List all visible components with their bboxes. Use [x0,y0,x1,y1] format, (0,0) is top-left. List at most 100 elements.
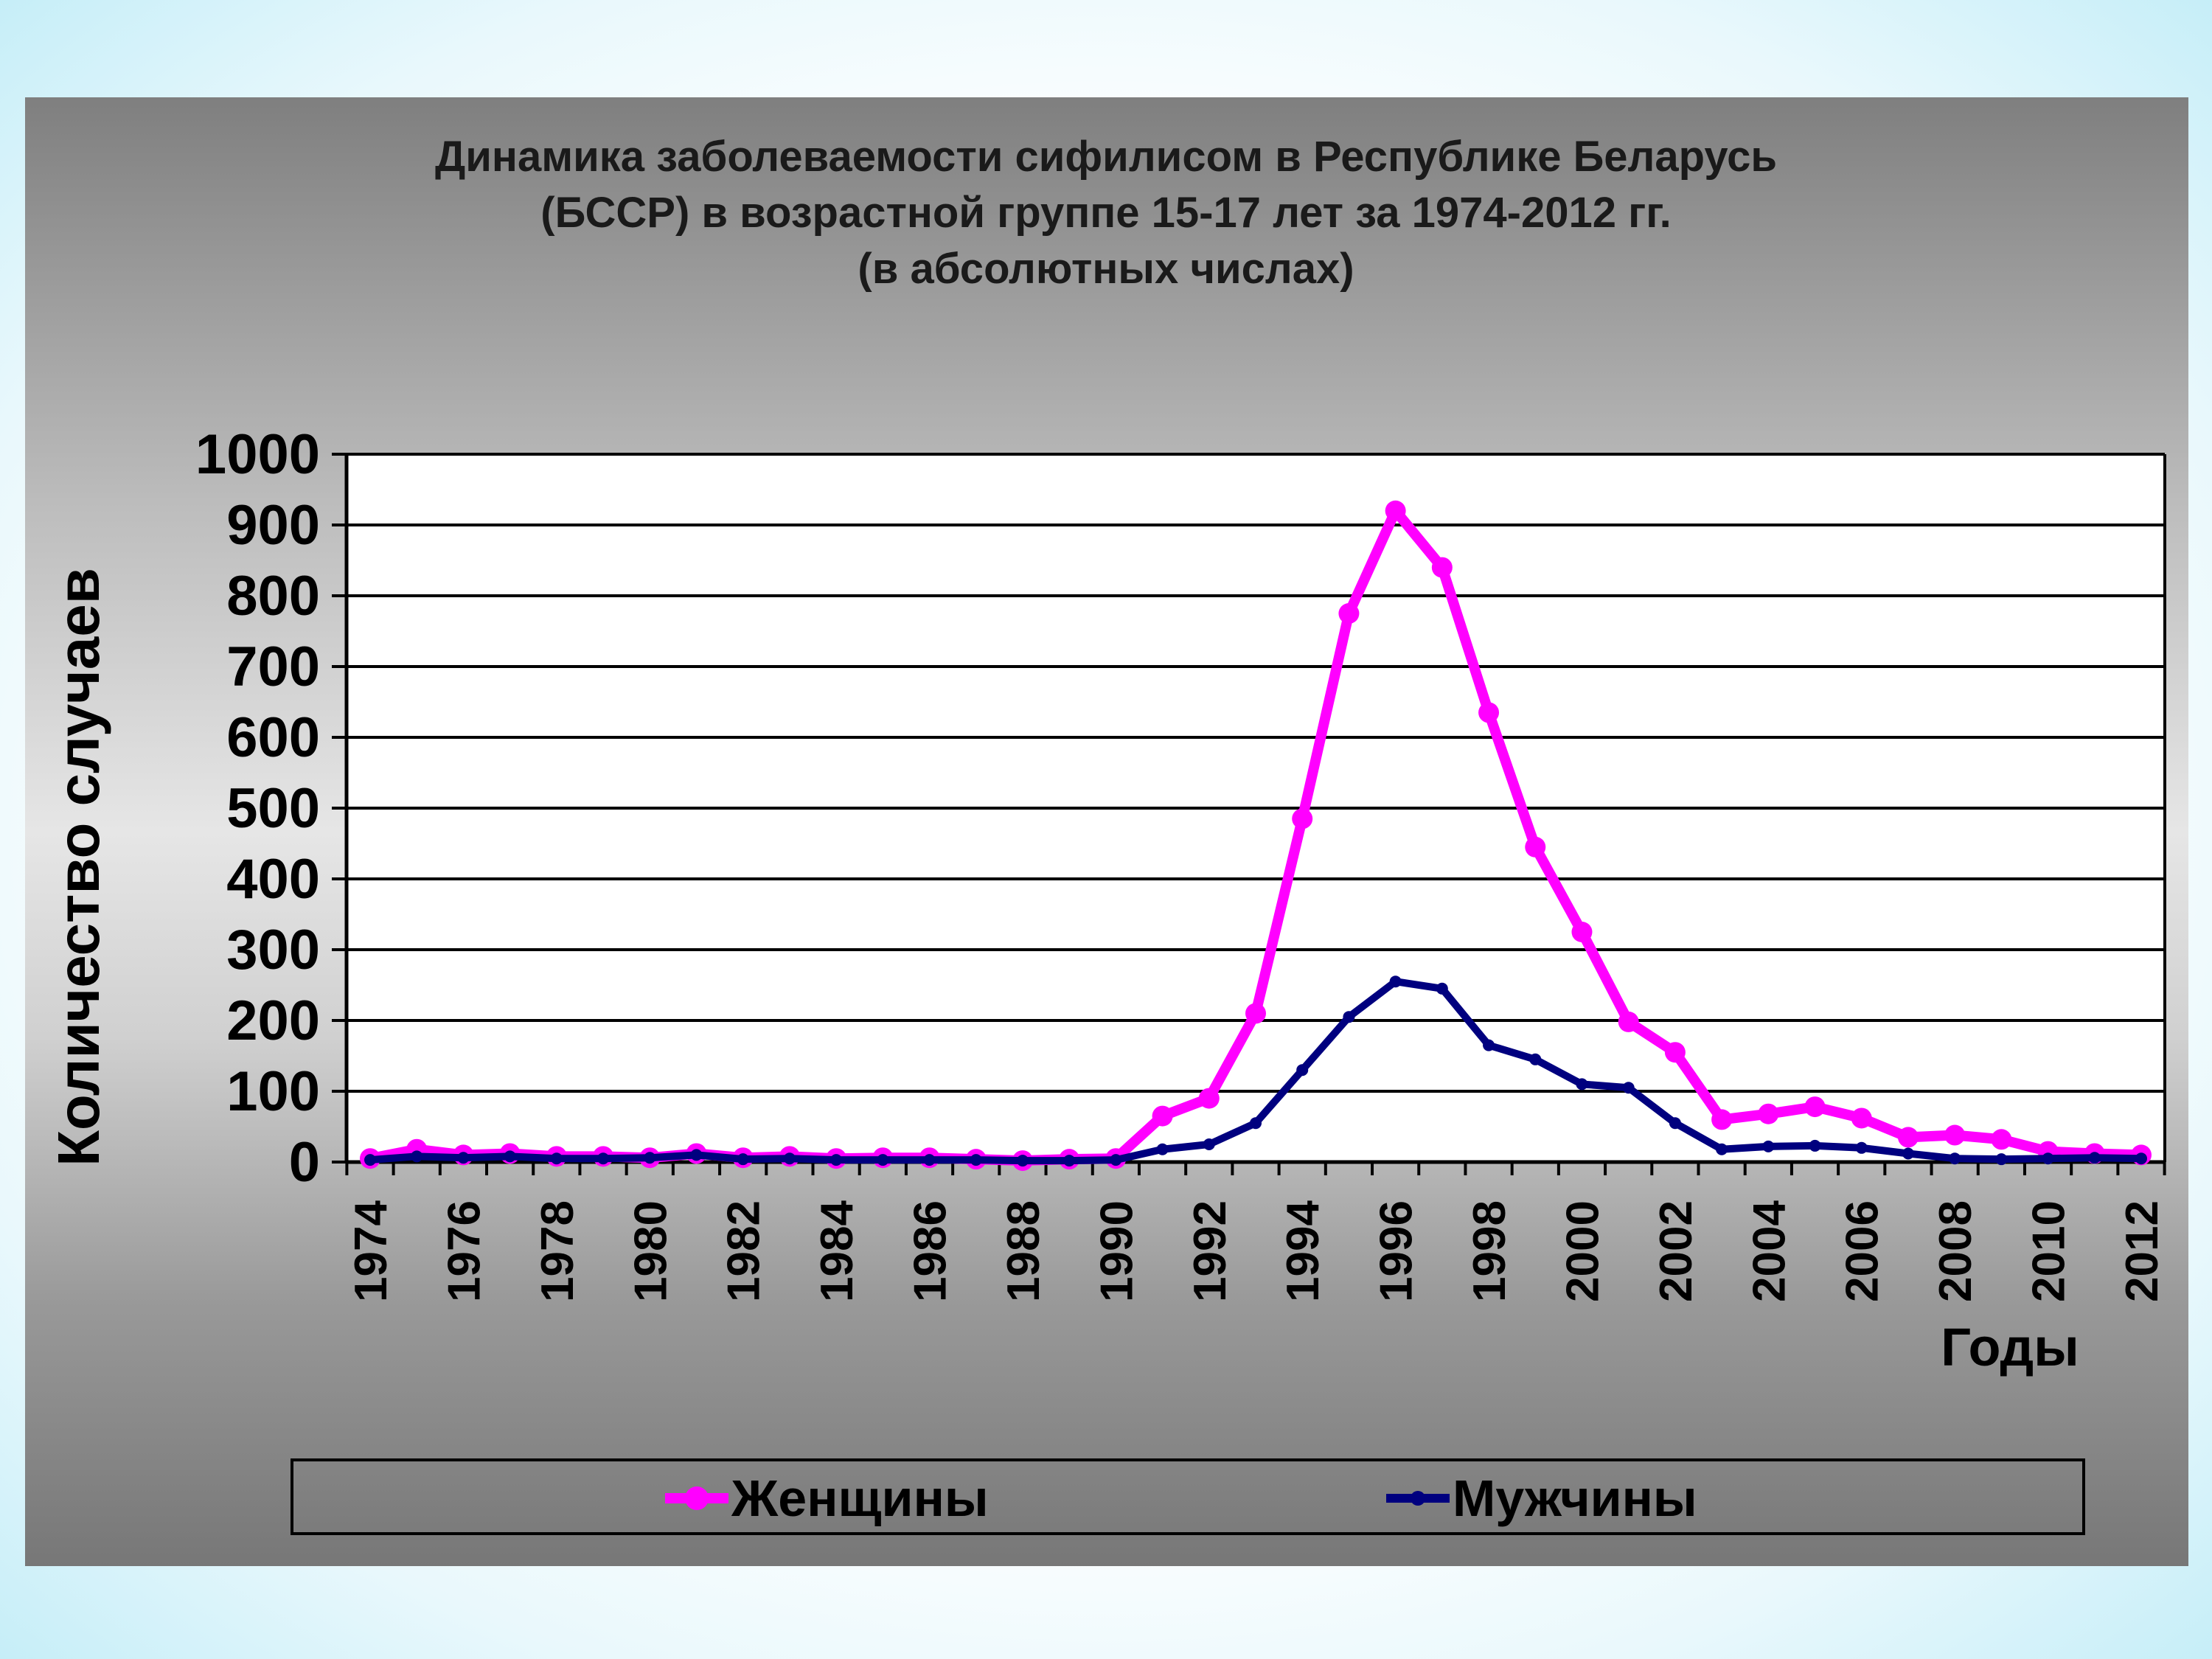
legend-label: Мужчины [1453,1470,1697,1527]
data-point [1571,922,1593,942]
data-point [877,1154,889,1166]
data-point [1995,1153,2008,1166]
y-tick-label: 500 [226,777,320,840]
data-point [644,1152,656,1164]
data-point [1343,1011,1355,1023]
data-point [411,1150,423,1163]
data-point [1944,1124,1966,1146]
y-tick-label: 1000 [195,423,320,486]
data-point [1576,1078,1588,1091]
y-tick-label: 600 [226,706,320,769]
data-point [1622,1082,1635,1094]
data-point [1758,1103,1779,1124]
x-tick-label: 1980 [625,1200,676,1302]
x-tick-label: 1978 [532,1200,583,1302]
x-tick-label: 1986 [905,1200,956,1302]
chart-panel: Динамика заболеваемости сифилисом в Респ… [25,97,2188,1566]
line-chart: Динамика заболеваемости сифилисом в Респ… [46,133,2168,1535]
data-point [1431,557,1453,578]
data-point [457,1152,470,1164]
data-point [923,1154,936,1166]
data-point [1855,1141,1868,1154]
legend-swatch-marker [685,1486,709,1510]
data-point [1156,1143,1169,1155]
y-tick-label: 300 [226,919,320,981]
x-tick-label: 1998 [1464,1200,1515,1302]
data-point [1063,1155,1076,1167]
x-tick-label: 1984 [812,1200,863,1301]
data-point [1851,1107,1872,1129]
data-point [830,1154,843,1166]
x-tick-label: 2008 [1930,1200,1981,1302]
data-point [1483,1039,1495,1051]
data-point [970,1154,982,1166]
y-tick-label: 100 [226,1060,320,1123]
data-point [1804,1096,1826,1118]
data-point [2042,1152,2054,1165]
data-point [1292,808,1313,830]
data-point [1902,1147,1914,1160]
data-point [1338,603,1360,624]
chart-title-line: Динамика заболеваемости сифилисом в Респ… [435,133,1777,181]
x-tick-label: 2002 [1651,1200,1702,1302]
x-tick-label: 1996 [1371,1200,1422,1302]
x-tick-label: 2004 [1744,1200,1795,1301]
x-tick-label: 1988 [998,1200,1049,1302]
y-tick-label: 0 [289,1131,320,1194]
data-point [1716,1143,1728,1155]
data-point [1897,1127,1919,1148]
legend-box [291,1458,2085,1535]
data-point [1669,1117,1681,1130]
x-tick-label: 1982 [719,1200,770,1302]
x-tick-label: 2000 [1557,1200,1608,1302]
y-tick-label: 700 [226,636,320,698]
data-point [737,1153,749,1166]
data-point [1389,975,1402,988]
data-point [1809,1139,1821,1152]
x-tick-label: 2010 [2024,1200,2075,1302]
data-point [1296,1064,1309,1077]
data-point [597,1152,610,1165]
data-point [1478,702,1500,723]
data-point [783,1152,796,1165]
y-tick-label: 900 [226,494,320,557]
data-point [1250,1117,1262,1130]
chart-title-line: (в абсолютных числах) [858,245,1354,293]
data-point [690,1149,703,1161]
data-point [1529,1053,1542,1065]
data-point [1152,1105,1173,1127]
data-point [1949,1152,1961,1165]
x-axis-title: Годы [1941,1318,2079,1377]
y-tick-label: 200 [226,990,320,1052]
y-tick-label: 800 [226,565,320,627]
x-tick-label: 1976 [439,1200,490,1302]
chart-title-line: (БССР) в возрастной группе 15-17 лет за … [540,189,1671,237]
data-point [1618,1011,1639,1032]
x-tick-label: 1974 [346,1200,397,1301]
data-point [1198,1088,1220,1109]
data-point [2088,1152,2101,1164]
data-point [1525,836,1546,858]
x-tick-label: 1994 [1278,1200,1329,1301]
data-point [504,1150,516,1163]
data-point [1664,1042,1686,1063]
x-tick-label: 2006 [1837,1200,1888,1302]
data-point [1762,1140,1775,1152]
data-point [1711,1109,1733,1130]
data-point [1991,1129,2012,1150]
y-axis-title: Количество случаев [46,568,111,1166]
legend-label: Женщины [731,1470,989,1527]
data-point [364,1154,376,1166]
data-point [1110,1154,1122,1166]
data-point [1385,500,1406,521]
y-tick-label: 400 [226,848,320,911]
x-tick-label: 2012 [2117,1200,2168,1302]
x-tick-label: 1990 [1091,1200,1142,1302]
data-point [1016,1155,1029,1167]
legend-swatch-marker [1411,1491,1425,1506]
data-point [1203,1138,1215,1150]
data-point [550,1152,563,1165]
data-point [1436,982,1448,995]
data-point [1245,1003,1266,1024]
x-tick-label: 1992 [1185,1200,1236,1302]
